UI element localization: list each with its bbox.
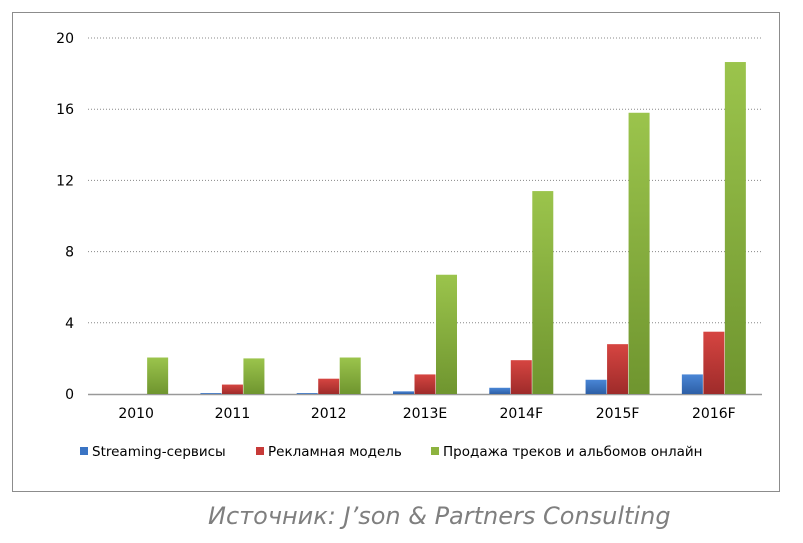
legend-label: Продажа треков и альбомов онлайн <box>443 444 703 460</box>
bar-продажа-треков-и-альбомов-онлайн-2015f <box>628 112 650 394</box>
bar-рекламная-модель-2014f <box>510 360 532 394</box>
source-caption: Источник: J’son & Partners Consulting <box>208 502 671 530</box>
legend-label: Рекламная модель <box>268 444 402 460</box>
legend-label: Streaming-сервисы <box>92 444 226 460</box>
bar-streaming-сервисы-2016f <box>681 374 703 394</box>
y-tick-label: 20 <box>56 31 74 47</box>
x-tick-label: 2010 <box>118 406 154 422</box>
bar-streaming-сервисы-2015f <box>585 379 607 394</box>
bar-продажа-треков-и-альбомов-онлайн-2016f <box>724 62 746 394</box>
legend-swatch <box>256 447 264 455</box>
bar-рекламная-модель-2013e <box>414 374 436 394</box>
x-tick-label: 2012 <box>311 406 347 422</box>
y-tick-label: 4 <box>65 316 74 332</box>
bar-рекламная-модель-2011 <box>221 384 243 394</box>
bar-продажа-треков-и-альбомов-онлайн-2011 <box>243 358 265 394</box>
legend-swatch <box>431 447 439 455</box>
y-tick-label: 8 <box>65 245 74 261</box>
bar-продажа-треков-и-альбомов-онлайн-2013e <box>436 274 457 394</box>
x-tick-label: 2013E <box>403 406 447 422</box>
y-tick-label: 0 <box>65 387 74 403</box>
y-tick-label: 12 <box>56 173 74 189</box>
bar-рекламная-модель-2015f <box>607 344 629 394</box>
bar-streaming-сервисы-2014f <box>489 387 511 394</box>
bar-streaming-сервисы-2011 <box>200 393 222 394</box>
x-tick-label: 2015F <box>596 406 640 422</box>
bar-рекламная-модель-2016f <box>703 331 725 394</box>
bar-продажа-треков-и-альбомов-онлайн-2014f <box>532 191 554 394</box>
bar-рекламная-модель-2012 <box>318 378 340 394</box>
x-tick-label: 2016F <box>692 406 736 422</box>
x-tick-label: 2011 <box>215 406 251 422</box>
chart-frame <box>12 12 780 492</box>
bar-streaming-сервисы-2012 <box>296 393 318 394</box>
bar-продажа-треков-и-альбомов-онлайн-2010 <box>147 357 169 394</box>
x-tick-label: 2014F <box>499 406 543 422</box>
bar-продажа-треков-и-альбомов-онлайн-2012 <box>339 357 361 394</box>
legend-swatch <box>80 447 88 455</box>
y-tick-label: 16 <box>56 102 74 118</box>
bar-streaming-сервисы-2013e <box>393 391 414 394</box>
